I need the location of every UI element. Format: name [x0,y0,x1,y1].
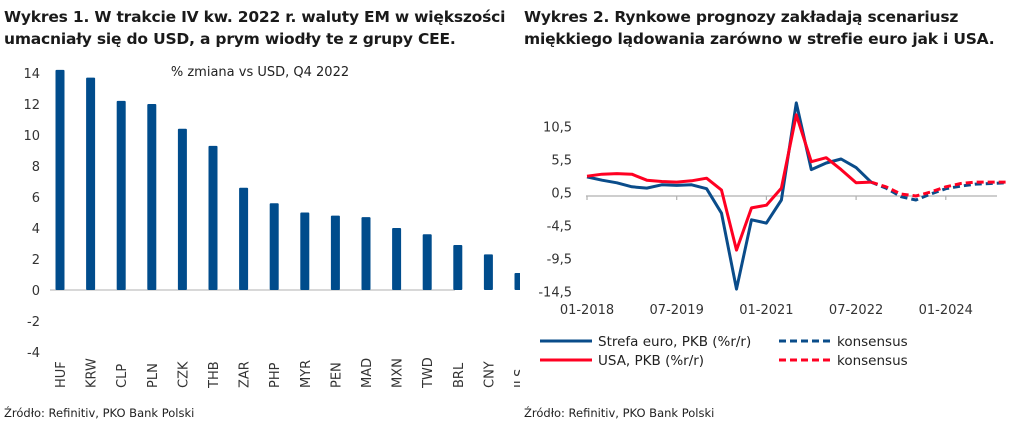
x-tick-label: MYR [299,360,314,388]
x-tick-label: CNY [482,361,497,388]
chart1-source: Źródło: Refinitiv, PKO Bank Polski [4,406,195,420]
bar-cny [483,254,493,290]
y-tick-label: -14,5 [538,286,572,301]
y-tick-label: 0 [32,284,40,299]
legend-label: Strefa euro, PKB (%r/r) [598,334,751,350]
bar-php [269,203,279,290]
x-tick-label: CLP [115,364,130,388]
bar-brl [453,245,463,290]
bar-pen [330,215,340,290]
y-tick-label: -4 [27,346,40,361]
x-tick-label: 07-2019 [650,303,704,318]
y-tick-label: 6 [32,191,40,206]
x-tick-label: MXN [391,358,406,388]
x-tick-label: ILS [513,369,520,388]
bar-zar [239,187,249,290]
x-tick-label: MAD [360,358,375,388]
x-tick-label: THB [207,361,222,389]
y-tick-label: 0,5 [551,187,572,202]
chart2-title: Wykres 2. Rynkowe prognozy zakładają sce… [524,8,995,48]
bar-ils [514,272,520,290]
y-tick-label: -9,5 [547,253,572,268]
x-tick-label: PEN [329,362,344,388]
bar-pln [147,104,157,290]
series-line-2 [870,180,1006,202]
bar-krw [86,77,96,291]
y-tick-label: 12 [23,98,40,113]
line-chart: 10,5 5,5 0,5 -4,5 -9,5 -14,5 01-2018 07-2019 01… [538,101,1006,369]
chart2-source: Źródło: Refinitiv, PKO Bank Polski [524,406,715,420]
series-line-0 [586,101,873,291]
bar-czk [177,128,187,290]
bar-myr [300,212,310,290]
y-tick-label: -2 [27,315,40,330]
y-tick-label: 14 [23,67,40,82]
y-tick-label: 10 [23,129,40,144]
y-tick-label: 8 [32,160,40,175]
legend-label: konsensus [837,334,908,350]
bar-thb [208,145,218,290]
x-tick-label: 01-2018 [560,303,614,318]
x-tick-label: 01-2024 [919,303,973,318]
y-tick-label: 4 [32,222,40,237]
x-tick-label: HUF [54,361,69,388]
x-tick-label: PLN [146,363,161,388]
series-line-3 [870,180,1006,198]
x-tick-label: 01-2021 [739,303,793,318]
bar-chart-subtitle: % zmiana vs USD, Q4 2022 [171,65,349,80]
bar-mxn [392,228,402,290]
x-tick-label: CZK [176,361,191,388]
bar-mad [361,217,371,290]
x-tick-label: TWD [421,357,436,389]
legend-label: USA, PKB (%r/r) [598,353,704,369]
legend-label: konsensus [837,353,908,369]
bar-chart: % zmiana vs USD, Q4 2022 14 12 10 8 6 4 2 0 -2 -4… [23,65,520,389]
y-tick-label: 10,5 [543,121,572,136]
bar-clp [116,100,126,291]
series-line-1 [586,113,872,252]
y-tick-label: 5,5 [551,154,572,169]
x-tick-label: 07-2022 [829,303,883,318]
y-tick-label: -4,5 [547,220,572,235]
x-tick-label: BRL [452,362,467,388]
x-tick-label: KRW [85,358,100,388]
x-tick-label: PHP [268,362,283,388]
x-tick-label: ZAR [238,361,253,388]
y-tick-label: 2 [32,253,40,268]
bar-twd [422,234,432,290]
bar-huf [55,69,65,291]
chart1-title: Wykres 1. W trakcie IV kw. 2022 r. walut… [4,8,506,48]
